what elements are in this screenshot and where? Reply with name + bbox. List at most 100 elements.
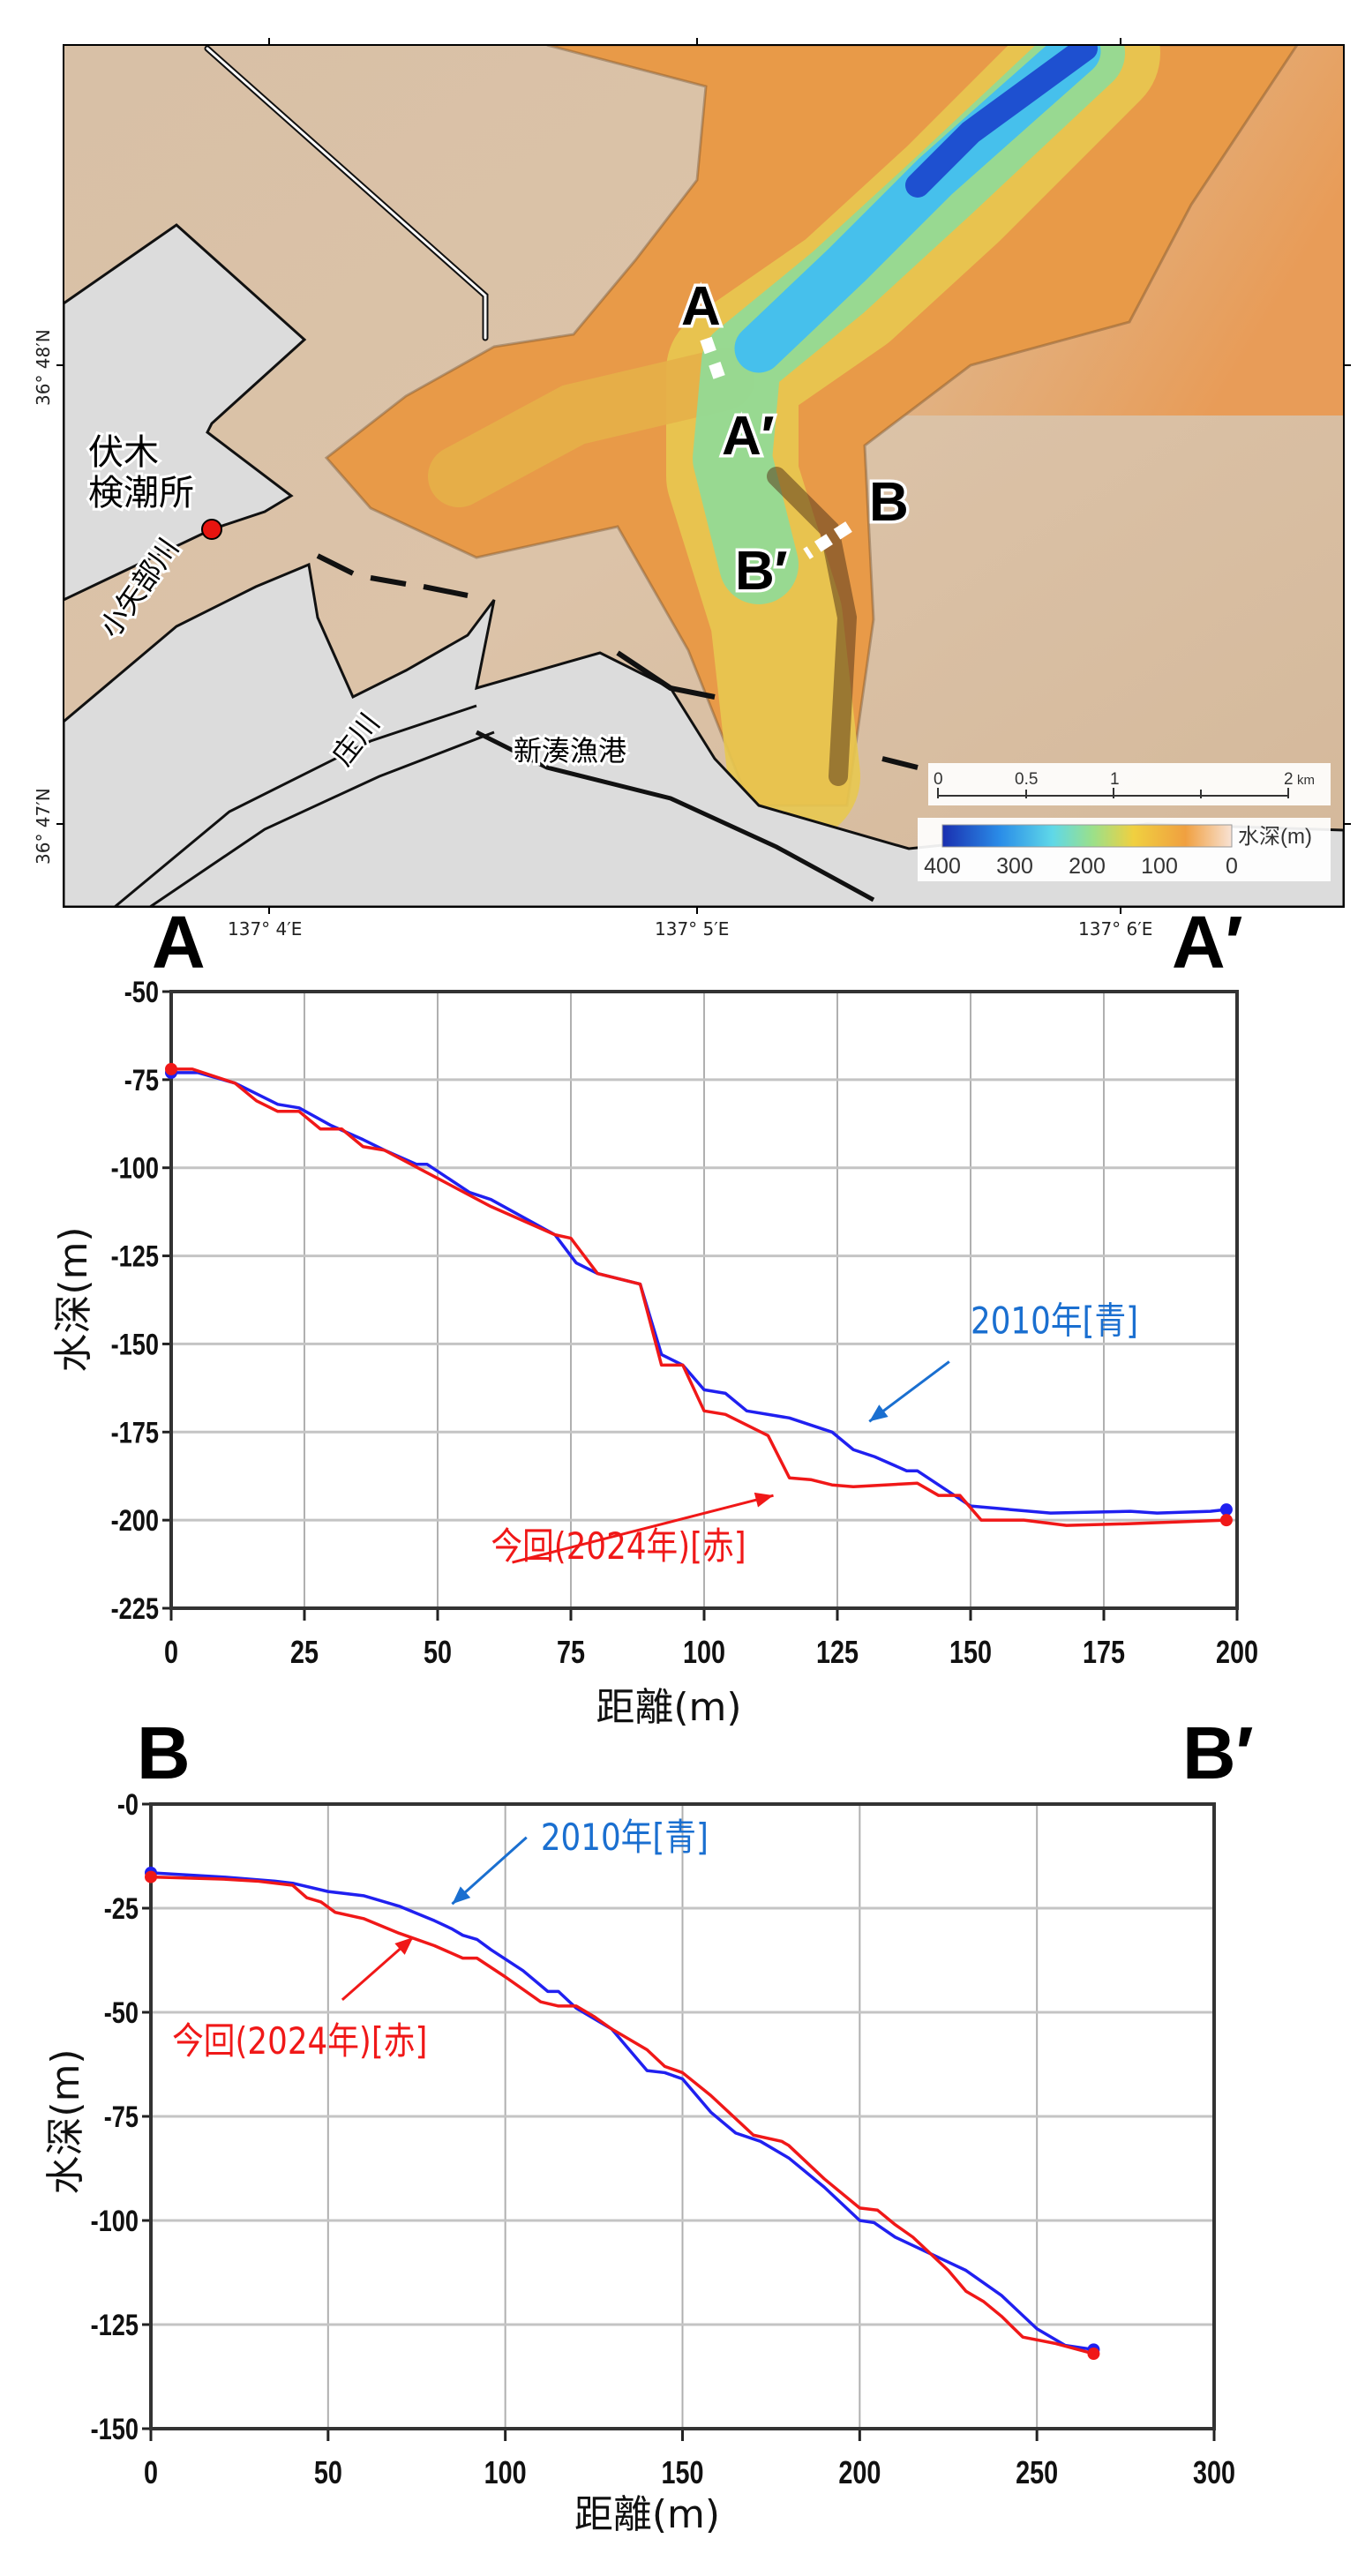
annotation-label: 2010年[青]	[541, 1816, 709, 1859]
land-fushiki	[64, 223, 307, 602]
section-label-b: B	[869, 472, 909, 533]
canyon-axis-blue	[905, 45, 1098, 198]
section-line-a	[700, 336, 726, 382]
graticule-ticks	[56, 38, 1351, 914]
profile-a-right-label: A′	[1172, 901, 1243, 984]
y-tick-label: -150	[91, 2412, 139, 2446]
longitude-label-4: 137° 4′E	[228, 918, 302, 940]
scale-label-1: 1	[1110, 770, 1120, 789]
section-label-a-prime: A′	[722, 406, 775, 467]
x-tick-label: 75	[557, 1634, 585, 1670]
plot-frame	[169, 990, 1239, 1610]
river-channel-sho	[114, 704, 495, 907]
y-tick-label: -150	[111, 1328, 159, 1362]
series-line-2010	[171, 1071, 1227, 1515]
x-tick-label: 25	[290, 1634, 319, 1670]
y-tick-label: -25	[104, 1891, 139, 1926]
x-tick-label: 300	[1193, 2454, 1235, 2490]
section-label-a: A	[681, 276, 721, 337]
x-tick-label: 100	[683, 1634, 725, 1670]
x-tick-label: 0	[164, 1634, 178, 1670]
scale-label-2: 2	[1284, 770, 1294, 789]
map-frame	[63, 44, 1345, 908]
profile-b-right-label: B′	[1182, 1711, 1254, 1794]
x-tick-label: 125	[816, 1634, 859, 1670]
profile-chart-b: 0 50 100 150 200 250 300 -0 -25 -50 -75 -100 -125 -15…	[43, 1787, 1235, 2537]
annotation-arrowhead	[394, 1937, 414, 1955]
section-label-b-prime: B′	[735, 541, 788, 602]
y-tick-label: -225	[111, 1591, 159, 1626]
profile-a-left-label: A	[152, 901, 206, 984]
longitude-label-6: 137° 6′E	[1078, 918, 1152, 940]
colorbar-label-300: 300	[996, 854, 1033, 879]
series-line-2024	[150, 1875, 1094, 2355]
scale-bar: 0 0.5 1 2 km	[928, 763, 1331, 805]
colorbar-label-0: 0	[1226, 854, 1238, 879]
x-tick-label: 0	[144, 2454, 158, 2490]
x-tick-label: 200	[1216, 1634, 1258, 1670]
depth-colorbar: 水深(m) 400 300 200 100 0	[918, 818, 1331, 881]
y-tick-label: -175	[111, 1415, 159, 1449]
tide-station-label-2: 検潮所	[88, 473, 194, 513]
coast-road	[475, 730, 875, 902]
x-axis-label: 距離(m)	[596, 1685, 741, 1730]
x-tick-label: 50	[424, 1634, 452, 1670]
y-tick-label: -75	[124, 1063, 159, 1097]
tide-station-label: 伏木	[88, 432, 159, 473]
y-axis-label: 水深(m)	[51, 1226, 96, 1372]
profile-b-left-label: B	[137, 1711, 191, 1794]
profile-chart-a: 0 25 50 75 100 125 150 175 200 -50 -75 -100 -125 -150…	[51, 975, 1258, 1730]
scale-unit: km	[1297, 773, 1315, 788]
y-tick-label: -75	[104, 2100, 139, 2134]
latitude-label-47: 36° 47′N	[33, 788, 54, 865]
series-line-2010	[150, 1871, 1094, 2352]
y-tick-label: -100	[91, 2204, 139, 2238]
annotation-arrowhead	[754, 1492, 774, 1508]
annotation-label: 今回(2024年)[赤]	[172, 2020, 427, 2063]
latitude-label-48: 36° 48′N	[33, 329, 54, 406]
x-tick-label: 175	[1083, 1634, 1125, 1670]
annotation-arrow-line	[512, 1494, 774, 1564]
canyon-east-wall-shadow	[767, 467, 858, 786]
colorbar-title: 水深(m)	[1238, 825, 1312, 849]
series-end-point	[1219, 1514, 1233, 1527]
y-tick-label: -50	[104, 1996, 139, 2030]
x-tick-label: 150	[949, 1634, 992, 1670]
x-tick-label: 250	[1016, 2454, 1058, 2490]
bathymetric-map: 伏木 検潮所 小矢部川 庄川 新湊漁港 A A′ B B′ 0 0.5 1 2 …	[33, 38, 1351, 940]
colorbar-label-400: 400	[924, 854, 961, 879]
harbor-breakwater-inner	[206, 47, 487, 340]
longitude-label-5: 137° 5′E	[655, 918, 729, 940]
y-tick-label: -0	[117, 1787, 139, 1822]
y-axis-label: 水深(m)	[43, 2048, 88, 2194]
colorbar-label-200: 200	[1069, 854, 1106, 879]
annotation-label: 2010年[青]	[971, 1300, 1138, 1343]
section-line-b	[803, 521, 852, 559]
y-tick-label: -125	[111, 1239, 159, 1274]
harbor-piers	[316, 553, 919, 770]
tide-station-marker	[201, 519, 222, 540]
colorbar-label-100: 100	[1141, 854, 1178, 879]
annotation-arrowhead	[869, 1404, 889, 1422]
plot-frame	[149, 1802, 1216, 2430]
canyon-branch-west	[428, 348, 754, 507]
harbor-label: 新湊漁港	[514, 734, 626, 768]
scale-label-0-5: 0.5	[1015, 770, 1038, 789]
y-tick-label: -100	[111, 1151, 159, 1186]
submarine-canyon	[324, 45, 1299, 807]
annotation-label: 今回(2024年)[赤]	[491, 1525, 746, 1568]
series-end-point	[1219, 1503, 1233, 1516]
x-axis-label: 距離(m)	[574, 2492, 720, 2537]
x-tick-label: 150	[661, 2454, 703, 2490]
series-end-point	[1087, 2348, 1100, 2361]
x-tick-label: 50	[314, 2454, 342, 2490]
annotation-arrowhead	[452, 1886, 471, 1905]
x-tick-label: 200	[838, 2454, 881, 2490]
series-start-point	[165, 1062, 177, 1075]
series-line-2024	[171, 1067, 1226, 1527]
y-tick-label: -125	[91, 2308, 139, 2342]
scale-label-0: 0	[934, 770, 943, 789]
y-tick-label: -200	[111, 1503, 159, 1538]
series-start-point	[145, 1870, 157, 1883]
y-tick-label: -50	[124, 975, 159, 1009]
